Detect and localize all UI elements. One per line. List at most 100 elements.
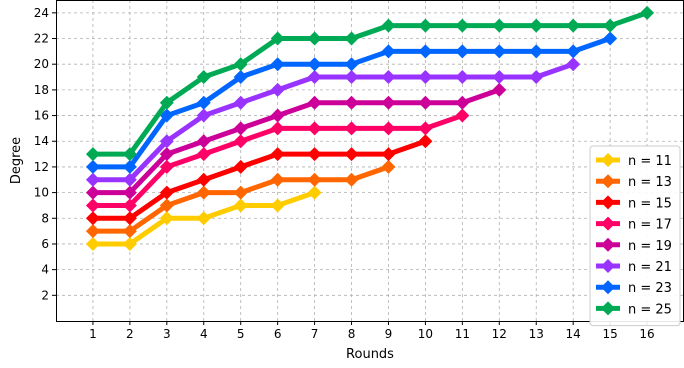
legend-item: n = 11 [596, 153, 672, 169]
data-point [418, 134, 433, 149]
data-point [196, 172, 211, 187]
data-point [233, 198, 248, 213]
x-axis-label: Rounds [346, 347, 394, 362]
data-point [196, 147, 211, 162]
y-tick-label: 16 [34, 109, 49, 123]
data-point [196, 211, 211, 226]
data-point [233, 57, 248, 72]
data-point [603, 31, 618, 46]
series-n-19 [85, 82, 507, 200]
data-point [307, 147, 322, 162]
legend: n = 11 n = 13 n = 15 n = 17 n = 19 n = 21 n = … [589, 145, 681, 327]
data-point [270, 121, 285, 136]
legend-swatch-marker [601, 301, 615, 316]
x-tick-label: 11 [455, 327, 470, 341]
data-point [381, 95, 396, 110]
legend-item: n = 13 [596, 174, 672, 190]
legend-label: n = 11 [628, 154, 672, 169]
y-tick-label: 18 [34, 83, 49, 97]
data-point [122, 198, 137, 213]
data-point [159, 211, 174, 226]
x-tick-label: 2 [126, 327, 134, 341]
data-point [640, 5, 655, 20]
data-point [307, 70, 322, 85]
x-tick-label: 14 [566, 327, 581, 341]
data-point [196, 134, 211, 149]
data-point [344, 95, 359, 110]
data-point [418, 95, 433, 110]
data-point [270, 57, 285, 72]
series-n-11 [85, 185, 322, 251]
data-point [85, 198, 100, 213]
y-tick-label: 2 [41, 288, 49, 302]
series-line [90, 138, 428, 221]
data-point [455, 18, 470, 33]
legend-swatch-marker [601, 153, 615, 167]
data-point [196, 185, 211, 200]
legend-swatch-marker [601, 174, 615, 189]
data-point [381, 44, 396, 59]
legend-item: n = 15 [596, 195, 672, 211]
data-point [344, 57, 359, 72]
data-point [122, 211, 137, 226]
data-point [270, 198, 285, 213]
data-point [270, 147, 285, 162]
legend-label: n = 19 [628, 239, 672, 254]
data-point [196, 95, 211, 110]
data-point [529, 70, 544, 85]
y-tick-label: 22 [34, 32, 49, 46]
data-point [307, 31, 322, 46]
data-point [233, 70, 248, 85]
legend-swatch-marker [601, 195, 615, 210]
legend-item: n = 23 [596, 280, 672, 296]
series-n-23 [85, 31, 618, 174]
data-point [270, 31, 285, 46]
series-n-15 [85, 134, 433, 226]
data-point [566, 44, 581, 59]
series-n-17 [85, 108, 470, 213]
y-tick-label: 4 [41, 263, 49, 277]
legend-item: n = 19 [596, 237, 672, 254]
data-point [492, 18, 507, 33]
data-point [307, 172, 322, 187]
data-point [381, 159, 396, 174]
y-tick-label: 12 [34, 160, 49, 174]
data-point [603, 18, 618, 33]
data-point [122, 172, 137, 187]
legend-swatch-marker [601, 259, 615, 273]
legend-item: n = 21 [596, 259, 672, 275]
data-point [307, 57, 322, 72]
data-point [307, 121, 322, 136]
legend-label: n = 17 [628, 218, 672, 233]
data-point [344, 31, 359, 46]
y-tick-label: 6 [41, 237, 49, 251]
legend-label: n = 15 [628, 196, 672, 211]
legend-swatch-marker [601, 237, 615, 252]
data-point [159, 95, 174, 110]
data-point [270, 108, 285, 123]
data-point [381, 18, 396, 33]
x-tick-label: 16 [639, 327, 654, 341]
data-point [307, 95, 322, 110]
series-line [90, 10, 650, 157]
x-tick-label: 3 [163, 327, 171, 341]
x-tick-label: 13 [529, 327, 544, 341]
data-point [122, 185, 137, 200]
legend-swatch-marker [601, 280, 615, 295]
x-tick-label: 9 [385, 327, 393, 341]
data-point [418, 44, 433, 59]
axis-ticks: 1 2 3 4 5 6 7 8 9 10 11 12 13 14 15 1624681012141618202… [34, 6, 655, 341]
data-point [159, 198, 174, 213]
data-point [492, 44, 507, 59]
data-point [344, 172, 359, 187]
data-point [159, 134, 174, 149]
data-point [233, 121, 248, 136]
data-point [85, 236, 100, 251]
data-point [196, 108, 211, 123]
data-point [381, 121, 396, 136]
data-point [233, 185, 248, 200]
data-point [85, 211, 100, 226]
data-point [566, 57, 581, 72]
x-tick-label: 4 [200, 327, 208, 341]
